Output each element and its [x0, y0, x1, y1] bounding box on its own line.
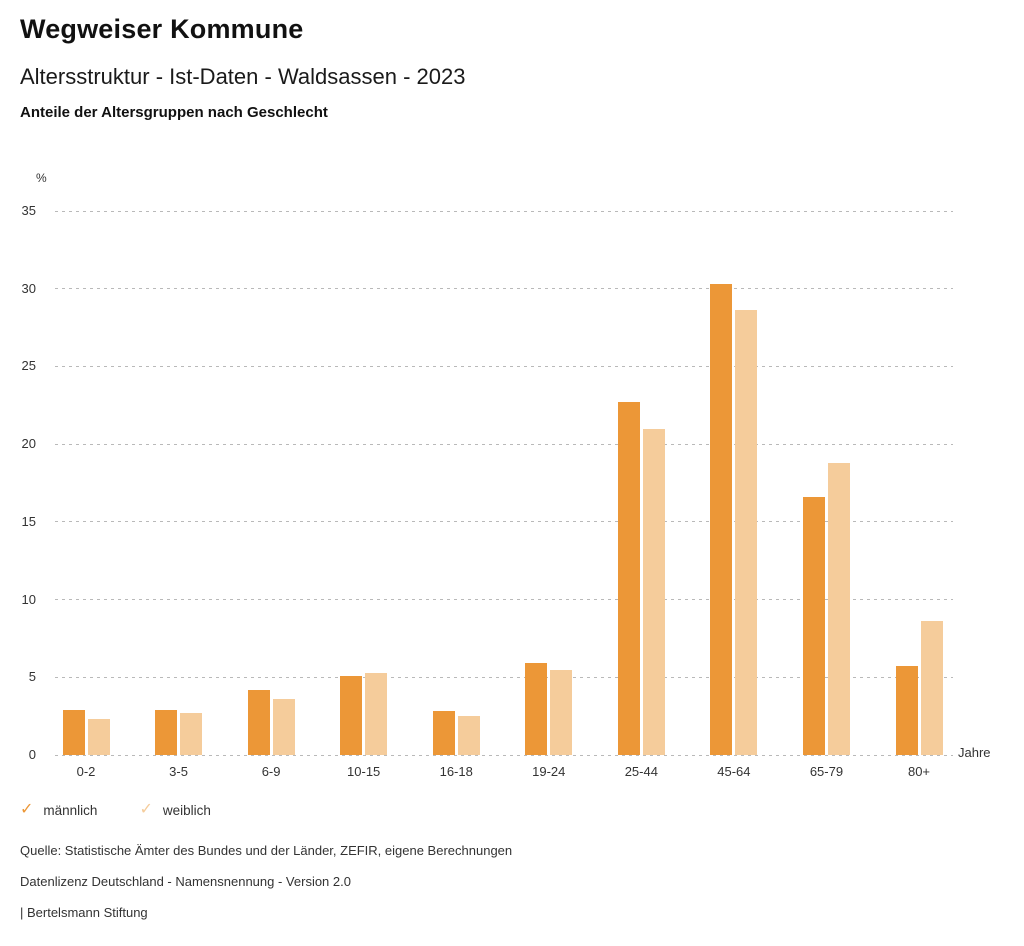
y-tick-label-10: 10: [21, 591, 36, 607]
bar-maennlich-80+: [895, 666, 918, 755]
gridline-15: [55, 521, 953, 523]
x-tick-label-16-18: 16-18: [439, 764, 473, 779]
bar-maennlich-0-2: [62, 709, 85, 755]
x-tick-label-65-79: 65-79: [809, 764, 844, 779]
bar-weiblich-16-18: [457, 716, 480, 755]
bar-maennlich-16-18: [432, 711, 455, 755]
bar-maennlich-3-5: [155, 709, 178, 755]
check-icon: ✓: [139, 801, 153, 818]
gridline-10: [55, 599, 953, 601]
x-tick-label-10-15: 10-15: [347, 764, 381, 779]
legend-item-label: männlich: [43, 802, 98, 818]
bar-weiblich-19-24: [550, 669, 573, 755]
bar-weiblich-65-79: [827, 462, 850, 755]
footer-license: Datenlizenz Deutschland - Namensnennung …: [20, 874, 351, 889]
footer-source: Quelle: Statistische Ämter des Bundes un…: [20, 843, 513, 858]
x-tick-label-3-5: 3-5: [169, 764, 188, 779]
check-icon: ✓: [20, 801, 34, 818]
bar-maennlich-65-79: [802, 496, 825, 755]
y-axis-unit-label: %: [36, 171, 47, 185]
bar-weiblich-45-64: [735, 310, 758, 755]
chart-title: Anteile der Altersgruppen nach Geschlech…: [20, 104, 328, 121]
x-tick-label-6-9: 6-9: [261, 764, 281, 779]
bar-weiblich-3-5: [180, 713, 203, 755]
x-tick-label-0-2: 0-2: [76, 764, 96, 779]
y-tick-label-30: 30: [21, 280, 36, 296]
x-axis-unit-label: Jahre: [958, 745, 991, 760]
bar-maennlich-45-64: [710, 284, 733, 755]
bar-weiblich-80+: [920, 621, 943, 755]
gridline-30: [55, 288, 953, 290]
page-title: Wegweiser Kommune: [20, 14, 304, 44]
y-tick-label-20: 20: [21, 436, 36, 452]
y-tick-label-25: 25: [21, 358, 36, 374]
gridline-0: [55, 754, 953, 756]
gridline-5: [55, 676, 953, 678]
bar-maennlich-25-44: [617, 402, 640, 755]
x-tick-label-80+: 80+: [907, 764, 931, 779]
legend-item-maennlich[interactable]: ✓ männlich: [20, 801, 97, 819]
bar-maennlich-10-15: [340, 675, 363, 755]
bar-maennlich-6-9: [247, 689, 270, 755]
y-tick-label-35: 35: [21, 203, 36, 218]
bar-weiblich-0-2: [87, 719, 110, 755]
footer-attribution: | Bertelsmann Stiftung: [20, 905, 148, 920]
legend-item-label: weiblich: [162, 802, 211, 818]
y-tick-label-0: 0: [28, 747, 36, 762]
bar-maennlich-19-24: [525, 663, 548, 755]
bar-weiblich-10-15: [365, 672, 388, 755]
bar-weiblich-6-9: [272, 699, 295, 755]
page-subtitle: Altersstruktur - Ist-Daten - Waldsassen …: [20, 64, 466, 89]
x-tick-label-45-64: 45-64: [717, 764, 751, 779]
x-tick-label-25-44: 25-44: [624, 764, 658, 779]
gridline-25: [55, 365, 953, 367]
legend-item-weiblich[interactable]: ✓ weiblich: [139, 801, 210, 819]
chart-legend: ✓ männlich ✓ weiblich: [20, 801, 211, 819]
y-tick-label-15: 15: [21, 513, 36, 529]
bar-weiblich-25-44: [642, 428, 665, 755]
y-tick-label-5: 5: [28, 669, 36, 685]
gridline-35: [55, 210, 953, 212]
x-tick-label-19-24: 19-24: [532, 764, 566, 779]
gridline-20: [55, 443, 953, 445]
